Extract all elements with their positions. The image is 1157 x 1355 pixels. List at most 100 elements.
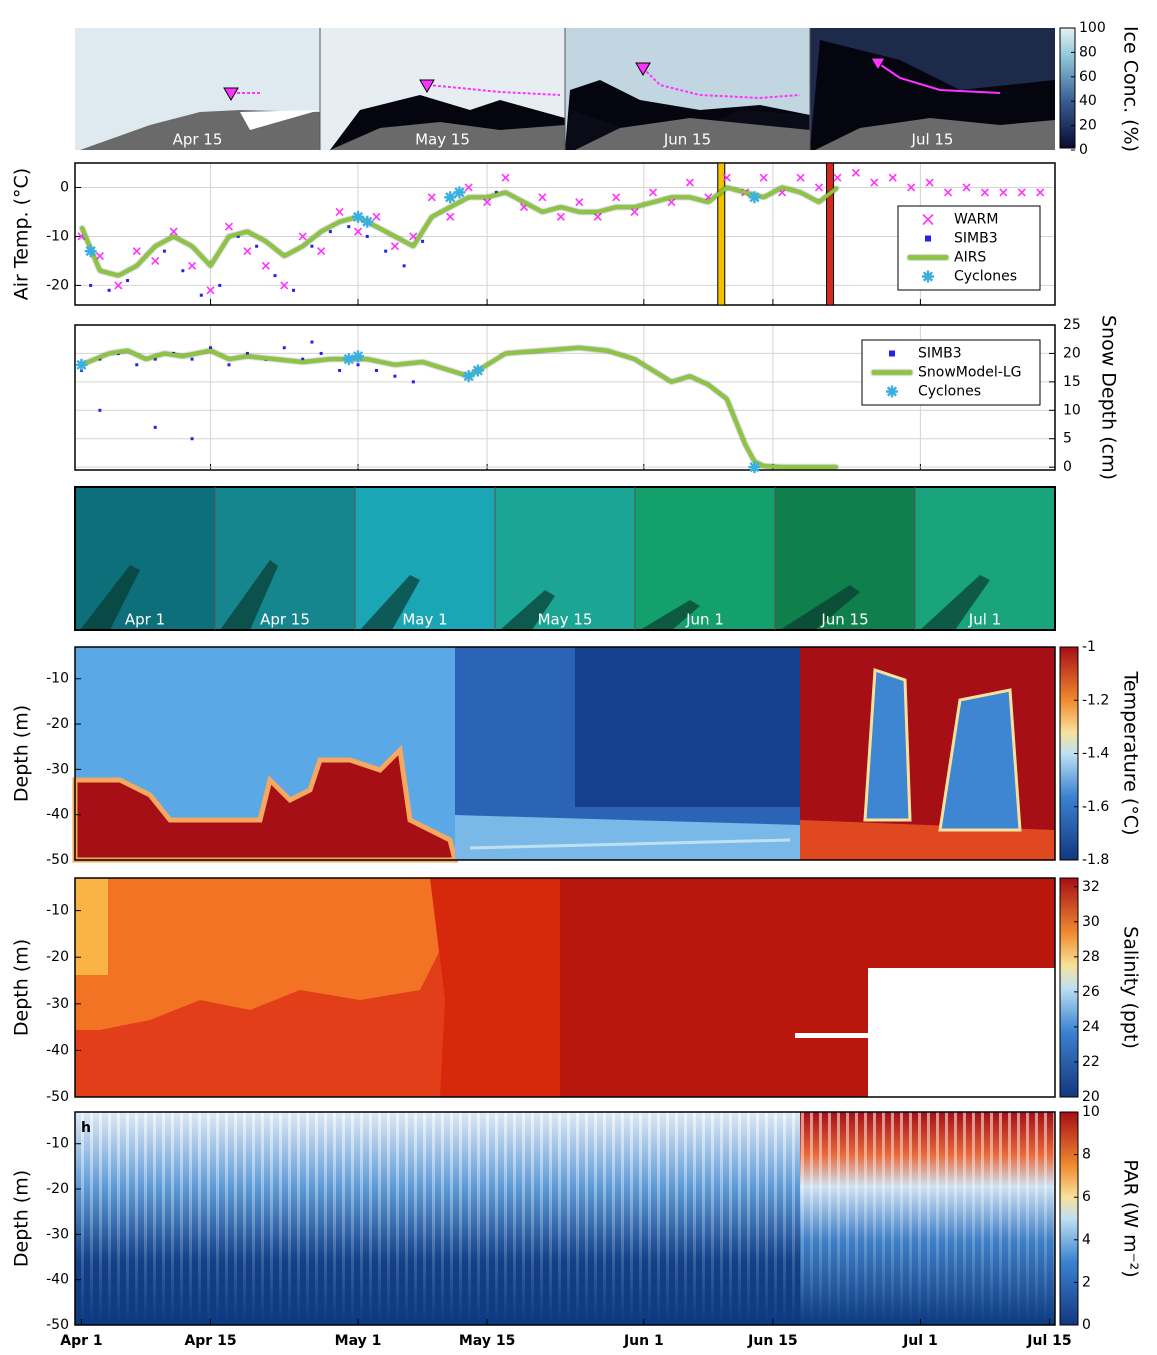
y-axis-label: Snow Depth (cm) — [1098, 315, 1120, 480]
warm-point — [96, 253, 103, 260]
warm-point — [926, 179, 933, 186]
cyclone-point — [748, 191, 760, 203]
colorbar-tick-label: -1.2 — [1082, 692, 1109, 708]
simb3-point — [209, 346, 212, 349]
simb3-point — [320, 352, 323, 355]
colorbar-tick-label: 28 — [1082, 949, 1100, 965]
y-tick-label: -30 — [46, 761, 69, 777]
tile-label: May 15 — [415, 131, 470, 149]
colorbar-tick-label: 0 — [1079, 142, 1088, 158]
x-tick-label: May 1 — [335, 1333, 382, 1349]
simb3-point — [283, 346, 286, 349]
y-tick-label: 25 — [1063, 317, 1081, 333]
y-tick-label: -20 — [46, 716, 69, 732]
colorbar-tick-label: 80 — [1079, 44, 1097, 60]
x-tick-label: May 15 — [459, 1333, 515, 1349]
colorbar-tick-label: 24 — [1082, 1019, 1100, 1035]
warm-point — [170, 228, 177, 235]
simb3-point — [108, 289, 111, 292]
warm-point — [945, 189, 952, 196]
tile-label: Jun 15 — [663, 131, 711, 149]
warm-point — [686, 179, 693, 186]
warm-point — [889, 174, 896, 181]
y-axis-label: Depth (m) — [11, 1170, 33, 1267]
cyclone-point — [352, 350, 364, 362]
legend-label: Cyclones — [954, 269, 1017, 285]
y-tick-label: 15 — [1063, 374, 1081, 390]
legend-label: AIRS — [954, 250, 986, 266]
simb3-point — [347, 225, 350, 228]
colorbar-tick-label: 40 — [1079, 93, 1097, 109]
tile-label: Jul 1 — [968, 611, 1001, 629]
y-tick-label: -20 — [46, 1181, 69, 1197]
colorbar-label: Ice Conc. (%) — [1120, 26, 1142, 152]
y-tick-label: -40 — [46, 807, 69, 823]
simb3-point — [218, 284, 221, 287]
warm-point — [834, 174, 841, 181]
simb3-point — [163, 250, 166, 253]
warm-point — [447, 213, 454, 220]
warm-point — [336, 208, 343, 215]
simb3-point — [357, 363, 360, 366]
warm-point — [262, 262, 269, 269]
colorbar-tick-label: 100 — [1079, 20, 1106, 36]
y-tick-label: -20 — [46, 949, 69, 965]
warm-point — [133, 248, 140, 255]
simb3-point — [329, 230, 332, 233]
cyclone-point — [343, 353, 355, 365]
warm-point — [152, 257, 159, 264]
simb3-point — [274, 274, 277, 277]
simb3-point — [310, 341, 313, 344]
y-tick-label: 10 — [1063, 402, 1081, 418]
warm-point — [557, 213, 564, 220]
simb3-point — [393, 375, 396, 378]
warm-point — [244, 248, 251, 255]
warm-point — [576, 199, 583, 206]
y-tick-label: -30 — [46, 1226, 69, 1242]
colorbar-tick-label: 26 — [1082, 984, 1100, 1000]
simb3-point — [255, 245, 258, 248]
y-tick-label: -30 — [46, 996, 69, 1012]
tile-label: Jun 15 — [820, 611, 868, 629]
warm-point — [391, 243, 398, 250]
warm-point — [1037, 189, 1044, 196]
panel-letter: h — [81, 1120, 91, 1136]
y-tick-label: -10 — [46, 228, 69, 244]
simb3-point — [191, 358, 194, 361]
cyclone-point — [472, 364, 484, 376]
colorbar-tick-label: 20 — [1082, 1089, 1100, 1105]
series-line — [81, 348, 837, 467]
legend-label: Cyclones — [918, 384, 981, 400]
legend-label: SnowModel-LG — [918, 365, 1022, 381]
y-tick-label: -50 — [46, 852, 69, 868]
tile-label: Jun 1 — [685, 611, 724, 629]
warm-point — [318, 248, 325, 255]
cyclone-point — [85, 245, 97, 257]
colorbar-tick-label: 30 — [1082, 914, 1100, 930]
x-tick-label: Jun 15 — [747, 1333, 798, 1349]
colorbar-tick-label: -1.4 — [1082, 746, 1109, 762]
colorbar-tick-label: 8 — [1082, 1147, 1091, 1163]
warm-point — [631, 208, 638, 215]
simb3-point — [154, 426, 157, 429]
colorbar-tick-label: 60 — [1079, 69, 1097, 85]
y-tick-label: -40 — [46, 1042, 69, 1058]
camera-photos — [75, 487, 1055, 630]
legend-marker — [889, 351, 895, 357]
simb3-point — [384, 250, 387, 253]
tile-label: Jul 15 — [911, 131, 954, 149]
simb3-point — [412, 380, 415, 383]
x-tick-label: Jul 1 — [902, 1333, 938, 1349]
y-tick-label: 0 — [1063, 459, 1072, 475]
warm-point — [797, 174, 804, 181]
tile-label: May 1 — [402, 611, 447, 629]
y-tick-label: -50 — [46, 1317, 69, 1333]
simb3-point — [421, 240, 424, 243]
y-tick-label: -40 — [46, 1272, 69, 1288]
simb3-point — [310, 245, 313, 248]
legend-marker — [922, 271, 934, 283]
y-tick-label: 20 — [1063, 345, 1081, 361]
warm-point — [373, 213, 380, 220]
simb3-point — [366, 235, 369, 238]
warm-point — [852, 169, 859, 176]
